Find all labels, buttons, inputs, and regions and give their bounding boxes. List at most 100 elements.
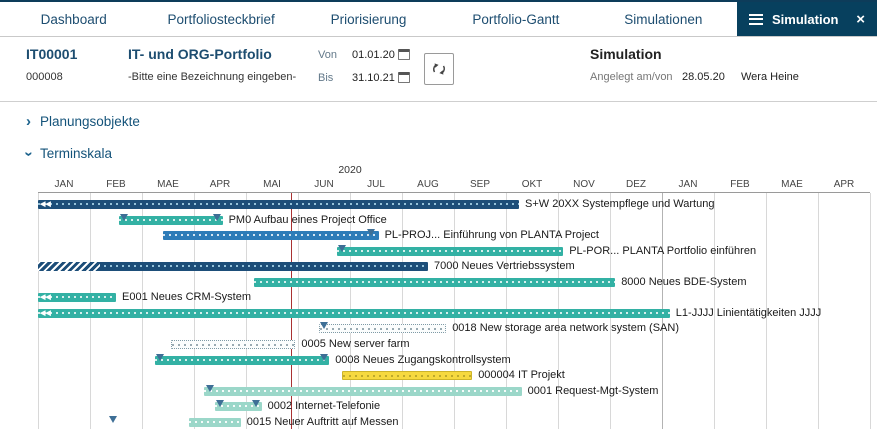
gantt-bar-label: E001 Neues CRM-System [122,291,251,304]
created-date: 28.05.20 [682,71,725,83]
gantt-row: PM0 Aufbau eines Project Office [38,213,870,228]
gantt-bar-0001[interactable] [204,386,522,396]
month-label: DEZ [626,179,646,190]
month-gridline [766,193,767,429]
gantt-row: 0008 Neues Zugangskontrollsystem [38,353,870,368]
gantt-bar-pl-proj[interactable] [162,231,379,241]
scroll-left-indicator-icon: ◀◀ [40,294,51,302]
gantt-bar-label: 0018 New storage area network system (SA… [452,322,680,335]
scroll-left-indicator-icon: ◀◀ [40,309,51,317]
month-label: SEP [469,179,490,190]
month-label: JUL [367,179,385,190]
module-title: Simulation [590,46,662,62]
nav-tab-portfoliosteckbrief[interactable]: Portfoliosteckbrief [167,11,275,27]
gantt-bar-l1-jjjj[interactable]: ◀◀ [38,308,670,318]
gantt-bar-label: 0005 New server farm [301,337,410,350]
milestone-marker-icon [320,353,328,361]
month-label: JAN [54,179,74,190]
bis-date-value[interactable]: 31.10.21 [352,72,395,84]
section-terminskala[interactable]: › Terminskala [21,146,113,161]
month-label: FEB [730,179,750,190]
milestone-marker-icon [119,213,128,221]
section-planungsobjekte[interactable]: › Planungsobjekte [26,112,140,130]
gantt-bar-pm0[interactable] [118,215,223,225]
gantt-chart: 2020 JAN FEB MAE APR MAI JUN JUL AUG SEP OKT NOV DE… [38,164,871,430]
gantt-row: 0015 Neuer Auftritt auf Messen [38,415,870,430]
gantt-bar-0005[interactable] [170,339,296,349]
gantt-bar-label: S+W 20XX Systempflege und Wartung [525,198,715,210]
gantt-row: 0002 Internet-Telefonie [38,399,870,414]
gantt-row: PL-PROJ... Einführung von PLANTA Project [38,228,870,243]
gantt-bar-pl-por[interactable] [337,246,564,256]
milestone-marker-icon [366,229,375,237]
gantt-bar-label: PL-PROJ... Einführung von PLANTA Project [384,229,599,242]
gantt-row: ◀◀ E001 Neues CRM-System [38,290,870,305]
gantt-row: 0001 Request-Mgt-System [38,384,870,399]
month-label: MAE [157,179,179,190]
gantt-bar-8000[interactable] [253,277,616,287]
portfolio-subtitle[interactable]: -Bitte eine Bezeichnung eingeben- [128,71,297,83]
gantt-bar-0018[interactable] [318,324,447,334]
milestone-marker-icon [320,322,328,330]
calendar-icon[interactable] [398,49,410,60]
active-tab-label: Simulation [772,11,839,27]
created-by: Wera Heine [741,71,799,83]
month-label: MAI [263,179,281,190]
gantt-bar-0008[interactable] [155,355,330,365]
month-label: APR [209,179,231,190]
gantt-bar-7000[interactable] [38,262,428,272]
bis-label: Bis [318,72,334,84]
chevron-right-icon[interactable]: › [26,112,31,130]
gantt-row: 0005 New server farm [38,337,870,352]
gantt-row: 8000 Neues BDE-System [38,275,870,290]
month-label: MAE [781,179,803,190]
section-label: Planungsobjekte [40,114,140,129]
gantt-months: JAN FEB MAE APR MAI JUN JUL AUG SEP OKT NOV DEZ JAN F… [38,176,870,193]
milestone-marker-icon [338,244,347,252]
menu-icon[interactable] [749,13,763,25]
nav-tab-simulation-active[interactable]: Simulation × [737,2,877,36]
gantt-bar-e001[interactable]: ◀◀ [38,293,116,303]
milestone-marker-icon [156,353,165,361]
gantt-bar-0002[interactable] [214,402,262,412]
gantt-bar-sw20xx[interactable]: ◀◀ [38,200,519,209]
month-label: NOV [573,179,595,190]
close-icon[interactable]: × [856,10,865,28]
refresh-icon [433,63,445,75]
gantt-bar-0015[interactable] [188,417,241,427]
gantt-row: ◀◀ L1-JJJJ Linientätigkeiten JJJJ [38,306,870,321]
gantt-row: PL-POR... PLANTA Portfolio einführen [38,244,870,259]
portfolio-id: IT00001 [26,46,78,62]
gantt-bar-label: 7000 Neues Vertriebssystem [434,260,575,273]
gantt-bar-label: 0001 Request-Mgt-System [527,384,659,397]
month-label: OKT [521,179,543,190]
month-label: FEB [106,179,126,190]
portfolio-title: IT- und ORG-Portfolio [128,46,272,62]
nav-tabs: Dashboard Portfoliosteckbrief Priorisierun… [0,2,737,36]
gantt-row: ◀◀ S+W 20XX Systempflege und Wartung [38,197,870,212]
gantt-bar-label: 8000 Neues BDE-System [621,275,747,288]
top-navigation: Dashboard Portfoliosteckbrief Priorisierun… [0,0,877,37]
milestone-marker-icon [216,400,224,408]
nav-tab-portfolio-gantt[interactable]: Portfolio-Gantt [472,11,560,27]
month-gridline [714,193,715,429]
von-date-value[interactable]: 01.01.20 [352,49,395,61]
calendar-icon[interactable] [398,72,410,83]
refresh-button[interactable] [424,53,454,85]
nav-tab-dashboard[interactable]: Dashboard [40,11,107,27]
nav-tab-priorisierung[interactable]: Priorisierung [330,11,407,27]
gantt-bar-label: L1-JJJJ Linientätigkeiten JJJJ [675,306,822,319]
chevron-down-icon[interactable]: › [20,151,38,156]
nav-tab-simulationen[interactable]: Simulationen [624,11,703,27]
milestone-marker-icon [213,213,222,221]
month-label: JUN [314,179,334,190]
month-gridline [818,193,819,429]
month-label: APR [833,179,855,190]
gantt-bar-label: 0008 Neues Zugangskontrollsystem [335,353,511,366]
gantt-bar-label: 000004 IT Projekt [478,369,565,382]
section-label: Terminskala [40,146,113,161]
portfolio-header: IT00001 000008 IT- und ORG-Portfolio -Bi… [0,37,877,102]
gantt-row: 000004 IT Projekt [38,368,870,383]
milestone-marker-icon [252,400,261,408]
gantt-bar-000004[interactable] [342,371,473,381]
